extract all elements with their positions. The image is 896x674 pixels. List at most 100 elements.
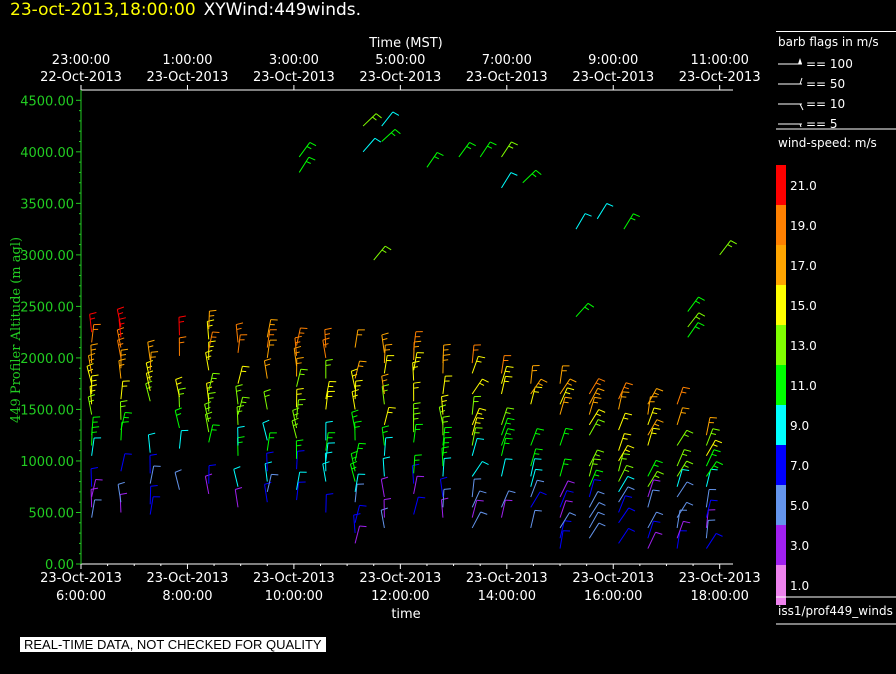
wind-barb — [442, 426, 452, 446]
colorbar-swatch — [776, 165, 786, 205]
barb-flag — [149, 453, 157, 456]
wind-barb — [705, 468, 718, 487]
colorbar-swatch — [776, 565, 786, 605]
wind-barb — [178, 387, 186, 408]
barb-flag — [565, 391, 571, 395]
barb-staff — [471, 479, 475, 498]
barb-flag — [88, 394, 96, 398]
barb-staff — [236, 406, 239, 425]
barb-staff — [705, 449, 715, 467]
barb-staff — [89, 386, 93, 405]
barb-flag — [441, 394, 449, 398]
barb-flag — [237, 441, 243, 444]
barb-staff — [380, 479, 385, 498]
barb-flag — [236, 322, 244, 326]
barb-flag — [208, 397, 214, 399]
barb-staff — [676, 449, 685, 467]
wind-barb — [266, 339, 277, 358]
barb-staff — [263, 391, 268, 410]
barb-staff — [559, 520, 565, 539]
barb-staff — [237, 366, 243, 384]
barb-staff — [354, 484, 358, 503]
wind-barb — [588, 502, 606, 518]
wind-barb — [145, 360, 153, 381]
barb-staff — [411, 465, 415, 484]
wind-barbs — [86, 111, 737, 549]
y-tick-label: 1500.00 — [20, 403, 74, 418]
wind-barb — [588, 522, 606, 539]
wind-barb — [471, 344, 481, 364]
barb-staff — [149, 496, 154, 515]
barb-flag — [117, 306, 125, 310]
barb-flag — [595, 392, 601, 395]
barb-staff — [471, 511, 482, 529]
barb-staff — [479, 141, 491, 158]
barb-staff — [266, 319, 272, 338]
barb-flag — [730, 240, 737, 245]
wind-barb — [362, 113, 382, 127]
wind-barb — [149, 351, 159, 371]
barb-staff — [362, 113, 377, 127]
barb-staff — [147, 342, 151, 361]
barb-flag — [654, 423, 660, 427]
wind-barb — [647, 489, 660, 508]
wind-barb — [149, 484, 158, 505]
barb-flag — [325, 420, 333, 423]
barb-flag — [621, 458, 627, 460]
barb-staff — [588, 522, 600, 539]
barb-staff — [647, 388, 657, 405]
wind-barb — [441, 394, 449, 415]
barb-staff — [266, 474, 272, 492]
barb-flag — [682, 453, 688, 456]
barb-staff — [264, 463, 268, 482]
wind-barb — [325, 442, 335, 462]
wind-barb — [559, 490, 574, 508]
wind-barb — [442, 415, 450, 436]
barb-flag — [412, 463, 420, 467]
barb-flag — [654, 475, 660, 479]
barb-staff — [178, 430, 182, 449]
barb-staff — [501, 141, 512, 158]
barb-flag — [443, 343, 451, 346]
wind-barb — [471, 499, 484, 518]
wind-barb — [351, 409, 359, 431]
barb-flag — [606, 203, 614, 207]
x2-tick-date: 23-Oct-2013 — [147, 70, 229, 85]
wind-barb — [501, 417, 515, 436]
wind-barb — [413, 352, 424, 371]
barb-staff — [413, 497, 419, 515]
barb-staff — [296, 327, 301, 346]
wind-barb — [381, 425, 390, 446]
barb-flag — [711, 453, 717, 457]
barb-flag — [325, 359, 333, 362]
barb-staff — [559, 387, 568, 405]
barb-flag — [118, 343, 124, 346]
barb-flag — [505, 458, 513, 460]
barb-flag — [89, 312, 97, 315]
barb-flag — [291, 417, 299, 422]
barb-flag — [296, 387, 304, 390]
barb-staff — [588, 409, 600, 426]
barb-flag — [684, 449, 692, 452]
barb-flag — [206, 381, 214, 384]
barb-staff — [296, 471, 301, 490]
barb-flag — [436, 152, 444, 156]
barb-staff — [559, 365, 563, 384]
barb-staff — [440, 499, 444, 518]
barb-flag — [624, 449, 630, 453]
barb-flag — [265, 363, 271, 367]
barb-staff — [471, 461, 483, 477]
barb-staff — [322, 463, 327, 482]
wind-barb — [501, 172, 518, 189]
barb-staff — [91, 437, 95, 456]
wind-barb — [413, 454, 422, 474]
wind-barb — [264, 481, 272, 503]
barb-flag — [150, 484, 158, 487]
colorbar-swatch — [776, 365, 786, 405]
wind-barb — [575, 302, 595, 318]
barb-flag — [382, 425, 390, 429]
barb-staff — [705, 533, 717, 549]
barb-staff — [174, 472, 180, 490]
barb-flag — [507, 417, 515, 421]
wind-barb — [373, 245, 392, 261]
